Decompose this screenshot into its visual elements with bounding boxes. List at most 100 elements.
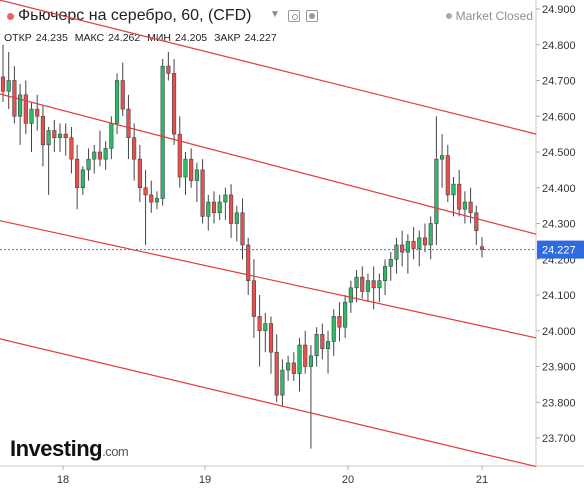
chevron-down-icon[interactable]: ▼ (270, 9, 280, 20)
candle-body (291, 362, 296, 374)
candle-body (445, 155, 450, 196)
candle-body (286, 362, 291, 371)
candle-body (154, 198, 160, 203)
y-tick-label: 23.800 (542, 397, 576, 409)
candle-body (303, 344, 308, 367)
candle-body (132, 137, 137, 160)
candle-body (229, 194, 234, 224)
candle-body (6, 80, 11, 92)
candle-body (0, 76, 6, 92)
candle-body (365, 280, 371, 292)
open-value: 24.235 (35, 32, 68, 44)
candle-body (166, 65, 171, 74)
candle-body (354, 276, 359, 289)
candle-body (268, 323, 274, 353)
candle-body (18, 94, 23, 117)
channel-trendline[interactable] (0, 73, 537, 235)
candle-body (417, 237, 422, 249)
candle-body (251, 280, 256, 317)
camera-icon[interactable] (288, 10, 300, 22)
open-label: ОТКР (4, 32, 32, 44)
candle-body (160, 65, 165, 199)
candle-body (331, 316, 336, 342)
candle-body (274, 351, 279, 396)
candle-body (189, 158, 194, 181)
channel-trendline[interactable] (0, 216, 537, 339)
status-dot-icon (7, 13, 14, 20)
candle-body (183, 158, 188, 178)
candle-body (92, 151, 97, 160)
candle-body (394, 244, 399, 260)
gear-icon[interactable] (306, 10, 318, 22)
candle-body (240, 212, 245, 246)
last-price-tag (537, 240, 584, 259)
market-status-text: Market Closed (455, 9, 533, 23)
investing-logo: Investing.com (10, 436, 129, 462)
candle-body (177, 133, 182, 178)
candle-body (440, 155, 445, 160)
candle-body (257, 316, 262, 332)
candle-body (234, 212, 239, 224)
candle-body (52, 130, 57, 139)
candle-body (308, 355, 313, 367)
candle-body (57, 133, 63, 139)
candle-body (377, 280, 382, 289)
x-tick-label: 20 (342, 474, 354, 486)
candle-body (80, 169, 85, 189)
y-tick-label: 23.700 (542, 433, 576, 445)
candle-body (280, 369, 285, 396)
candle-body (246, 244, 251, 281)
y-tick-label: 24.500 (542, 147, 576, 159)
candle-body (223, 194, 228, 203)
logo-main: Investing (10, 436, 103, 461)
last-price-label: 24.227 (542, 245, 576, 257)
candle-body (172, 73, 177, 135)
candle-body (451, 183, 456, 196)
y-tick-label: 24.900 (542, 4, 576, 16)
close-label: ЗАКР (214, 32, 241, 44)
y-tick-label: 24.700 (542, 76, 576, 88)
candle-body (86, 158, 91, 171)
candle-body (46, 130, 51, 146)
candle-body (35, 108, 40, 117)
candle-body (320, 334, 325, 349)
low-value: 24.205 (175, 32, 208, 44)
candle-body (371, 280, 376, 289)
candle-body (211, 201, 217, 214)
candle-body (40, 115, 45, 146)
close-value: 24.227 (244, 32, 277, 44)
candle-body (75, 158, 80, 189)
y-tick-label: 23.900 (542, 362, 576, 374)
candle-body (360, 276, 365, 292)
candle-body (217, 201, 222, 214)
y-tick-label: 24.600 (542, 111, 576, 123)
y-tick-label: 24.400 (542, 183, 576, 195)
candle-body (411, 241, 416, 249)
candle-body (23, 94, 28, 124)
candle-body (206, 201, 211, 217)
high-label: МАКС (74, 32, 105, 44)
candle-body (126, 108, 131, 138)
candle-body (103, 148, 108, 160)
logo-suffix: .com (102, 444, 129, 459)
candle-body (325, 341, 331, 349)
y-tick-label: 24.300 (542, 219, 576, 231)
candle-body (29, 108, 34, 124)
candle-body (474, 212, 479, 231)
candle-body (263, 323, 268, 332)
x-tick-label: 18 (57, 474, 69, 486)
y-tick-label: 24.100 (542, 290, 576, 302)
ohlc-readout: ОТКР 24.235 МАКС 24.262 МИН 24.205 ЗАКР 24.2… (4, 32, 281, 44)
market-status-dot-icon (445, 13, 452, 19)
x-tick-label: 21 (476, 474, 488, 486)
candle-body (468, 201, 473, 214)
channel-trendline[interactable] (0, 0, 537, 135)
candle-body (462, 201, 467, 210)
y-tick-label: 24.000 (542, 326, 576, 338)
candle-body (405, 241, 410, 253)
candle-body (63, 133, 68, 139)
candle-body (137, 158, 142, 189)
channel-trendline[interactable] (0, 320, 537, 468)
candle-body (382, 266, 388, 281)
